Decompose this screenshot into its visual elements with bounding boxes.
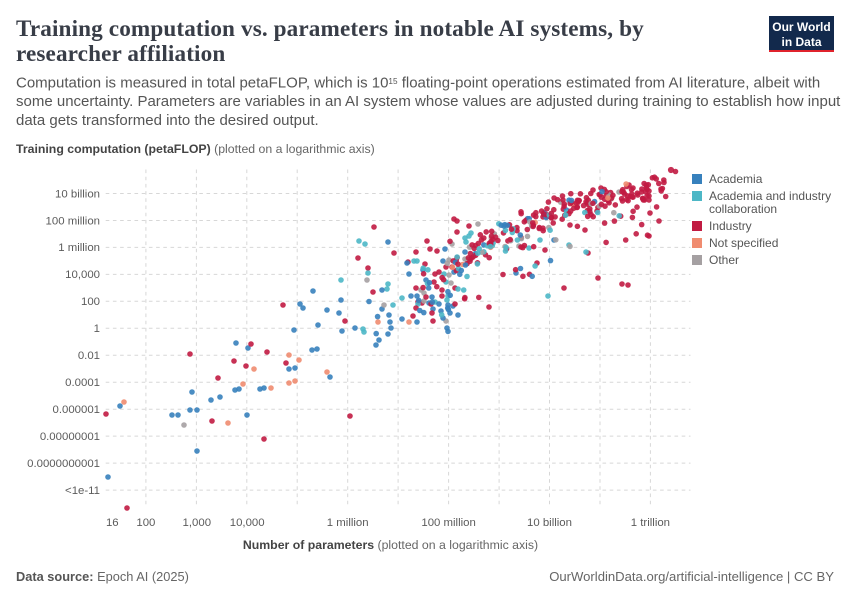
svg-text:10,000: 10,000 [230, 517, 265, 529]
svg-text:<1e-11: <1e-11 [65, 485, 100, 497]
svg-text:1,000: 1,000 [183, 517, 212, 529]
svg-text:100 million: 100 million [46, 215, 100, 227]
svg-text:0.0000000001: 0.0000000001 [27, 458, 100, 470]
svg-text:0.000001: 0.000001 [52, 404, 100, 416]
svg-text:1 trillion: 1 trillion [631, 517, 670, 529]
svg-text:1 million: 1 million [58, 242, 100, 254]
svg-text:10,000: 10,000 [65, 269, 100, 281]
svg-text:100: 100 [81, 296, 100, 308]
svg-text:1 million: 1 million [327, 517, 369, 529]
svg-text:16: 16 [106, 517, 119, 529]
svg-text:0.00000001: 0.00000001 [40, 431, 100, 443]
svg-text:0.01: 0.01 [78, 350, 100, 362]
svg-text:100 million: 100 million [421, 517, 475, 529]
svg-text:10 billion: 10 billion [527, 517, 572, 529]
svg-text:100: 100 [136, 517, 155, 529]
svg-text:0.0001: 0.0001 [65, 377, 100, 389]
svg-text:10 billion: 10 billion [55, 188, 100, 200]
svg-text:1: 1 [94, 323, 100, 335]
